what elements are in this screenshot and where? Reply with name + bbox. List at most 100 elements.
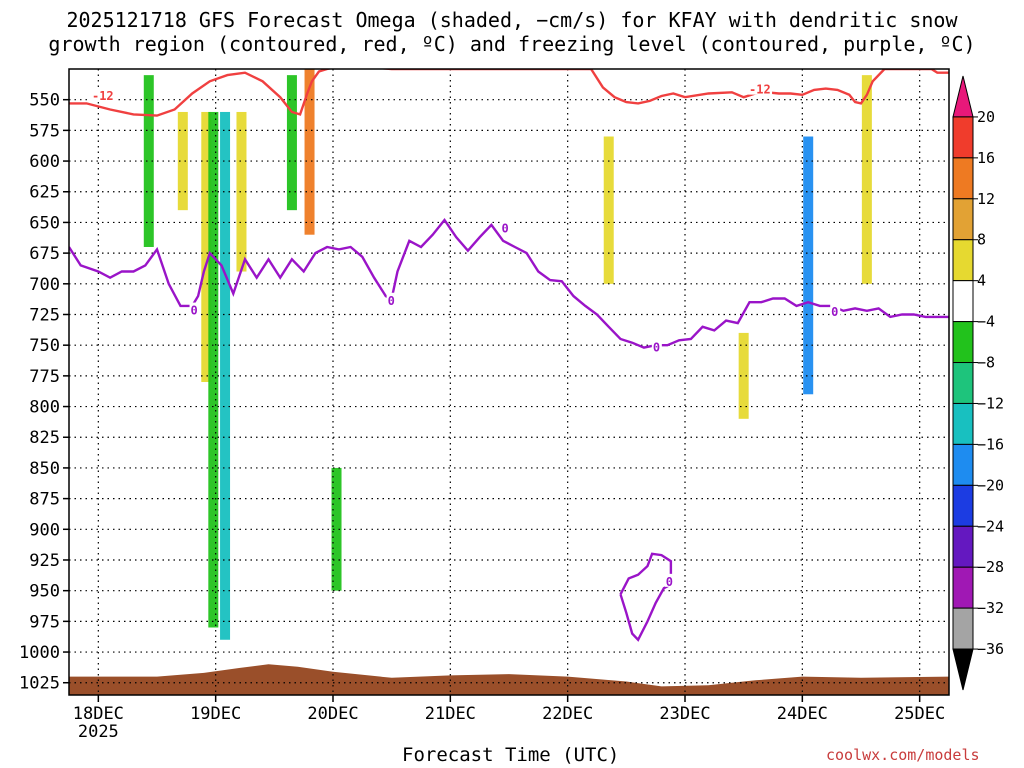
y-tick-label-13: 875: [29, 490, 60, 510]
omega-shading-layer: [143, 69, 872, 640]
colorbar-label-10: −24: [977, 517, 1004, 535]
plot-border: [68, 68, 950, 696]
colorbar-swatch-12: [952, 566, 974, 609]
omega-cell-2: [201, 111, 212, 382]
contour-label-2: 0: [191, 304, 198, 318]
colorbar-label-2: 12: [977, 190, 995, 208]
colorbar-label-12: −32: [977, 599, 1004, 617]
contour-minus12: [69, 69, 949, 117]
contour-label-bg-2: [189, 302, 200, 316]
colorbar-label-4: 4: [977, 272, 986, 290]
contour-label-5: 0: [653, 340, 660, 354]
x-tick-label-7: 25DEC: [894, 704, 945, 724]
contour-label-6: 0: [831, 305, 838, 319]
omega-cell-11: [861, 75, 872, 284]
y-tick-label-5: 675: [29, 244, 60, 264]
colorbar-label-3: 8: [977, 231, 986, 249]
plot-background: [69, 69, 949, 695]
contour-label-bg-7: [664, 573, 675, 587]
y-tick-label-15: 925: [29, 551, 60, 571]
colorbar-label-6: −8: [977, 354, 995, 372]
y-tick-label-0: 550: [29, 91, 60, 111]
omega-cell-3: [208, 111, 219, 628]
y-tick-label-8: 750: [29, 336, 60, 356]
colorbar-swatch-4: [952, 239, 974, 282]
contour-layer: -12 -12 0 0 0 0 0 0: [69, 69, 949, 642]
x-tick-label-5: 23DEC: [659, 704, 710, 724]
colorbar-label-1: 16: [977, 149, 995, 167]
omega-cell-1: [177, 111, 188, 211]
x-tick-label-1: 19DEC: [190, 704, 241, 724]
colorbar-label-9: −20: [977, 476, 1004, 494]
contour-label-0: -12: [92, 89, 114, 103]
chart-title: 2025121718 GFS Forecast Omega (shaded, −…: [0, 8, 1024, 56]
y-tick-label-10: 800: [29, 398, 60, 418]
y-tick-label-18: 1000: [19, 643, 60, 663]
contour-label-bg-3: [386, 292, 397, 306]
terrain-layer: [69, 664, 949, 695]
colorbar-label-0: 20: [977, 108, 995, 126]
contour-freezing-level: [69, 217, 949, 349]
omega-cell-5: [236, 111, 247, 272]
omega-cell-7: [304, 69, 315, 235]
y-tick-label-7: 725: [29, 305, 60, 325]
y-tick-label-14: 900: [29, 520, 60, 540]
chart-title-line-1: 2025121718 GFS Forecast Omega (shaded, −…: [66, 8, 958, 32]
colorbar-label-13: −36: [977, 640, 1004, 658]
y-tick-label-16: 950: [29, 582, 60, 602]
x-tick-label-0: 18DEC: [73, 704, 124, 724]
y-tick-label-19: 1025: [19, 674, 60, 694]
omega-cell-6: [286, 75, 297, 211]
contour-label-7: 0: [666, 575, 673, 589]
terrain-surface: [69, 664, 949, 695]
contour-label-1: -12: [749, 83, 771, 97]
contour-label-bg-0: [90, 87, 115, 101]
omega-cell-10: [803, 136, 814, 395]
colorbar-label-7: −12: [977, 394, 1004, 412]
colorbar-swatch-10: [952, 484, 974, 527]
omega-cell-0: [143, 75, 154, 247]
colorbar: 20 16 12 8 4 −4 −8 −12 −16 −20 −24 −28 −32 −36: [952, 75, 1004, 691]
colorbar-swatch-7: [952, 362, 974, 404]
contour-label-bg-4: [500, 220, 511, 234]
colorbar-swatch-3: [952, 198, 974, 241]
x-axis-title: Forecast Time (UTC): [402, 744, 620, 766]
x-axis: 18DEC 19DEC 20DEC 21DEC 22DEC 23DEC 24DEC 25DEC…: [73, 695, 945, 742]
contour-label-bg-1: [748, 81, 773, 95]
y-tick-label-4: 650: [29, 213, 60, 233]
y-tick-label-17: 975: [29, 612, 60, 632]
colorbar-swatch-13: [952, 607, 974, 650]
y-axis: 550 575 600 625 650 675 700 725 750 775 800 825 850 8…: [19, 91, 69, 694]
contour-label-4: 0: [501, 221, 508, 235]
contour-label-bg-6: [830, 303, 841, 317]
colorbar-swatch-11: [952, 525, 974, 568]
y-tick-label-11: 825: [29, 428, 60, 448]
colorbar-swatch-6: [952, 321, 974, 364]
plot-area: [69, 69, 949, 695]
colorbar-top-arrow: [952, 75, 974, 118]
x-year-label: 2025: [78, 722, 119, 742]
colorbar-bottom-arrow: [952, 648, 974, 691]
x-tick-label-4: 22DEC: [542, 704, 593, 724]
omega-cell-8: [331, 467, 342, 591]
omega-cell-12: [738, 332, 749, 419]
colorbar-swatch-1: [952, 116, 974, 159]
y-tick-label-3: 625: [29, 183, 60, 203]
credit-link[interactable]: coolwx.com/models: [826, 746, 980, 764]
colorbar-swatch-5: [952, 280, 974, 323]
x-tick-label-3: 21DEC: [425, 704, 476, 724]
y-tick-label-6: 700: [29, 275, 60, 295]
chart-title-line-2: growth region (contoured, red, ºC) and f…: [48, 32, 976, 56]
omega-cell-4: [220, 111, 231, 640]
contour-label-bg-5: [651, 339, 662, 353]
y-tick-label-12: 850: [29, 459, 60, 479]
colorbar-label-11: −28: [977, 558, 1004, 576]
x-tick-label-2: 20DEC: [307, 704, 358, 724]
x-tick-label-6: 24DEC: [777, 704, 828, 724]
plot-frame: [68, 68, 950, 696]
omega-cell-9: [603, 136, 614, 284]
y-tick-label-1: 575: [29, 121, 60, 141]
y-tick-label-9: 775: [29, 367, 60, 387]
colorbar-label-8: −16: [977, 435, 1004, 453]
